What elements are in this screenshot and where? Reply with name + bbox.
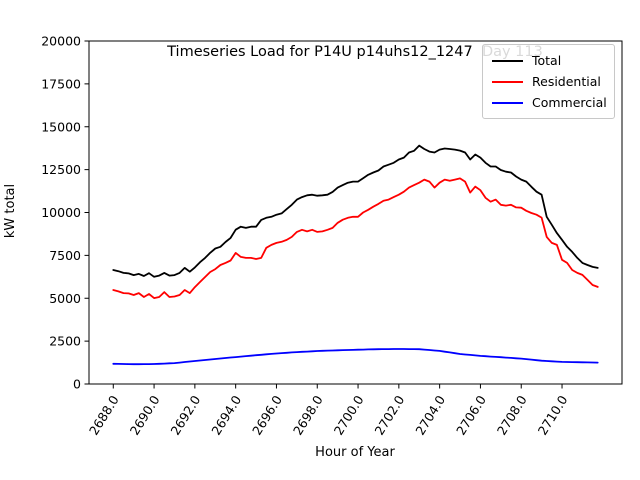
x-axis-label: Hour of Year [315,445,395,460]
legend-line-residential-icon [492,80,523,83]
legend-item-commercial: Commercial [492,92,607,113]
y-tick-label: 20000 [41,34,81,49]
axis-ticks [84,40,563,389]
x-tick-label: 2690.0 [127,393,163,438]
legend-label-total: Total [532,53,562,68]
legend-item-residential: Residential [492,71,605,92]
series-line-residential [112,177,599,300]
x-tick-label: 2688.0 [86,393,122,438]
x-tick-label: 2704.0 [412,393,448,438]
x-tick-label: 2706.0 [453,393,489,438]
x-tick-label: 2700.0 [331,393,367,438]
x-tick-label: 2708.0 [494,393,530,438]
x-tick-labels: 2688.0 2690.0 2692.0 2694.0 2696.0 2698.0 2700… [86,393,571,438]
y-tick-label: 10000 [41,205,81,220]
series-line-commercial [112,348,599,366]
axes-spines [88,40,623,385]
y-tick-label: 12500 [41,162,81,177]
legend-line-commercial-icon [492,101,523,104]
y-tick-label: 0 [73,377,81,392]
x-tick-label: 2710.0 [535,393,571,438]
series-line-total [112,144,599,278]
legend: Total Residential Commercial [482,44,615,119]
y-tick-label: 15000 [41,119,81,134]
y-tick-labels: 0 2500 5000 7500 10000 12500 15000 17500 20000 [41,34,81,392]
y-tick-label: 2500 [49,334,81,349]
x-tick-label: 2702.0 [371,393,407,438]
legend-item-total: Total [492,50,605,71]
series-lines [112,144,599,366]
y-tick-label: 17500 [41,76,81,91]
y-tick-label: 7500 [49,248,81,263]
x-tick-label: 2698.0 [290,393,326,438]
x-tick-label: 2692.0 [168,393,204,438]
x-tick-label: 2696.0 [249,393,285,438]
legend-line-total-icon [492,59,523,62]
legend-label-commercial: Commercial [532,95,607,110]
y-tick-label: 5000 [49,291,81,306]
y-axis-label: kW total [3,183,18,239]
legend-label-residential: Residential [532,74,601,89]
x-tick-label: 2694.0 [208,393,244,438]
